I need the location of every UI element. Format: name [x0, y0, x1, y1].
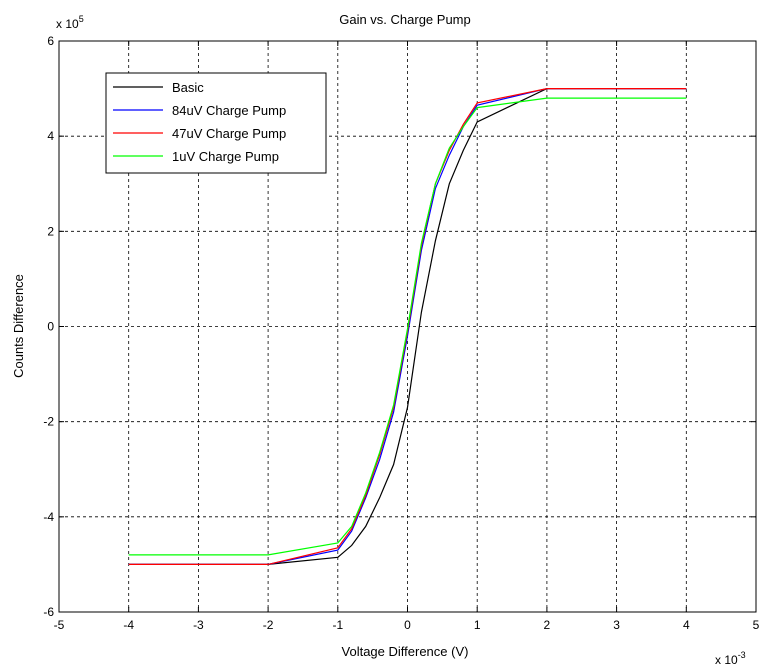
x-tick-label: 3 [613, 618, 620, 632]
x-multiplier-base: x 10 [715, 653, 738, 666]
x-tick-label: -4 [123, 618, 134, 632]
x-tick-label: 5 [753, 618, 760, 632]
y-tick-label: 0 [47, 320, 54, 334]
x-multiplier-exp: -3 [738, 650, 746, 660]
y-tick-label: 2 [47, 224, 54, 238]
x-tick-label: 0 [404, 618, 411, 632]
y-axis-title: Counts Difference [11, 274, 26, 378]
x-tick-label: -2 [263, 618, 274, 632]
x-axis-title: Voltage Difference (V) [342, 644, 469, 659]
legend-label: Basic [172, 80, 204, 95]
series-line-1 [128, 87, 687, 566]
y-tick-label: 4 [47, 129, 54, 143]
series-line-0 [128, 87, 687, 566]
y-multiplier: x 105 [56, 14, 84, 31]
legend-label: 84uV Charge Pump [172, 103, 286, 118]
y-tick-label: 6 [47, 34, 54, 48]
x-tick-label: -3 [193, 618, 204, 632]
legend: Basic 84uV Charge Pump 47uV Charge Pump 1uV… [105, 72, 327, 174]
y-tick-label: -2 [43, 415, 54, 429]
x-multiplier: x 10-3 [715, 650, 746, 666]
y-multiplier-base: x 10 [56, 17, 79, 31]
y-tick-labels: -6 -4 -2 0 2 4 6 [43, 34, 54, 619]
legend-label: 47uV Charge Pump [172, 126, 286, 141]
y-tick-label: -4 [43, 510, 54, 524]
x-tick-label: 2 [544, 618, 551, 632]
legend-items: Basic 84uV Charge Pump 47uV Charge Pump 1uV… [113, 80, 286, 164]
axis-ticks [58, 40, 757, 613]
x-tick-label: 4 [683, 618, 690, 632]
y-multiplier-exp: 5 [79, 14, 84, 24]
series-lines [128, 87, 687, 566]
x-tick-labels: -5 -4 -3 -2 -1 0 1 2 3 4 5 [54, 618, 760, 632]
legend-label: 1uV Charge Pump [172, 149, 279, 164]
x-tick-label: 1 [474, 618, 481, 632]
chart-title: Gain vs. Charge Pump [339, 12, 471, 27]
y-tick-label: -6 [43, 605, 54, 619]
series-line-3 [128, 97, 687, 556]
x-tick-label: -1 [332, 618, 343, 632]
x-tick-label: -5 [54, 618, 65, 632]
